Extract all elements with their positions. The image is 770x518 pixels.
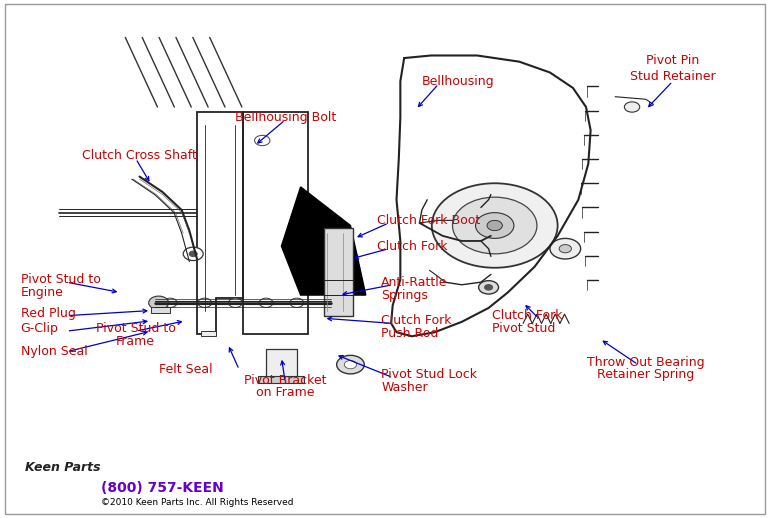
Circle shape — [476, 212, 514, 238]
Circle shape — [479, 281, 498, 294]
Circle shape — [189, 251, 197, 256]
Text: on Frame: on Frame — [256, 386, 314, 399]
Bar — [243, 112, 308, 334]
Text: Frame: Frame — [116, 335, 155, 348]
Bar — [151, 307, 170, 313]
Text: Stud Retainer: Stud Retainer — [630, 69, 715, 82]
Text: Nylon Seal: Nylon Seal — [21, 345, 87, 358]
Circle shape — [259, 298, 273, 307]
Text: ©2010 Keen Parts Inc. All Rights Reserved: ©2010 Keen Parts Inc. All Rights Reserve… — [101, 498, 293, 507]
Circle shape — [163, 298, 177, 307]
Text: Pivot Stud to: Pivot Stud to — [21, 273, 100, 286]
Circle shape — [485, 285, 492, 290]
Circle shape — [336, 355, 364, 374]
Text: Washer: Washer — [381, 381, 428, 394]
Text: Clutch Fork: Clutch Fork — [377, 240, 448, 253]
Text: Pivot Stud to: Pivot Stud to — [95, 322, 176, 335]
Text: Keen Parts: Keen Parts — [25, 461, 101, 474]
Text: Anti-Rattle: Anti-Rattle — [381, 276, 447, 289]
Bar — [266, 349, 296, 378]
Circle shape — [559, 244, 571, 253]
Polygon shape — [281, 187, 366, 295]
Text: Throw Out Bearing: Throw Out Bearing — [587, 355, 705, 368]
Text: Clutch Cross Shaft: Clutch Cross Shaft — [82, 150, 197, 163]
Text: Push Rod: Push Rod — [381, 327, 439, 340]
Text: Clutch Fork Boot: Clutch Fork Boot — [377, 214, 480, 227]
Circle shape — [487, 220, 502, 231]
Circle shape — [198, 298, 212, 307]
Text: Clutch Fork: Clutch Fork — [492, 309, 563, 322]
Circle shape — [149, 296, 169, 309]
Text: Pivot Stud Lock: Pivot Stud Lock — [381, 368, 477, 381]
Circle shape — [453, 197, 537, 254]
Circle shape — [229, 298, 243, 307]
Text: Pivot Bracket: Pivot Bracket — [244, 373, 326, 386]
Circle shape — [432, 183, 557, 268]
Circle shape — [344, 361, 357, 369]
Circle shape — [290, 298, 303, 307]
Bar — [201, 331, 216, 336]
Text: Retainer Spring: Retainer Spring — [598, 368, 695, 381]
Text: Red Plug: Red Plug — [21, 307, 75, 320]
Circle shape — [550, 238, 581, 259]
Text: Felt Seal: Felt Seal — [159, 363, 213, 376]
Bar — [259, 377, 304, 383]
Text: Springs: Springs — [381, 289, 428, 301]
Text: Engine: Engine — [21, 286, 63, 299]
Text: (800) 757-KEEN: (800) 757-KEEN — [101, 481, 224, 495]
Text: Pivot Pin: Pivot Pin — [646, 54, 699, 67]
Circle shape — [624, 102, 640, 112]
Circle shape — [183, 247, 203, 261]
Bar — [323, 228, 353, 315]
Text: Clutch Fork: Clutch Fork — [381, 314, 452, 327]
Text: Pivot Stud: Pivot Stud — [492, 322, 556, 335]
Text: Bellhousing Bolt: Bellhousing Bolt — [235, 111, 336, 124]
Text: Bellhousing: Bellhousing — [421, 75, 494, 88]
Text: G-Clip: G-Clip — [21, 322, 59, 335]
